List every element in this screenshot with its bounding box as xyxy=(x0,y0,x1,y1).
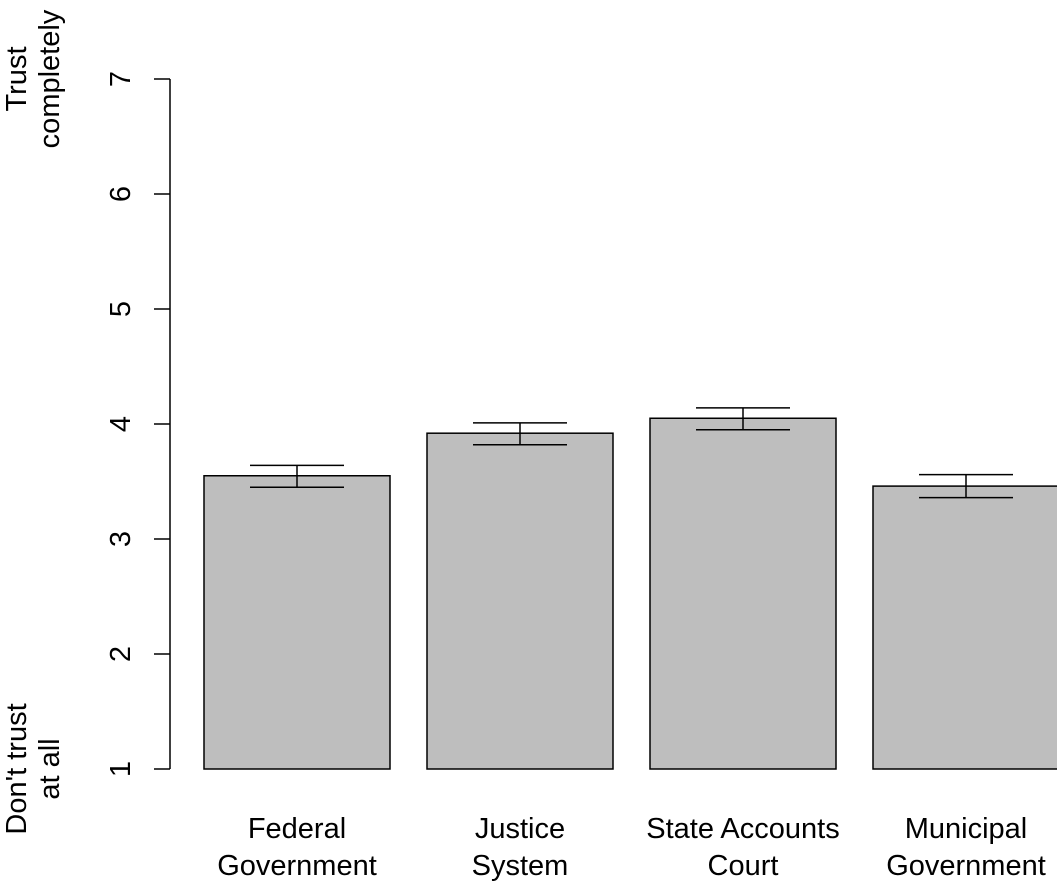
bar xyxy=(649,417,837,770)
y-axis: 1 2 3 4 5 6 7 xyxy=(105,71,171,777)
bar xyxy=(203,475,391,770)
x-category-label-line: Justice xyxy=(475,813,565,845)
y-tick-label: 7 xyxy=(105,71,137,87)
bars xyxy=(203,417,1057,770)
x-category-label-line: System xyxy=(472,850,569,882)
y-axis-label-bottom: Don't trust at all xyxy=(1,703,66,834)
bar xyxy=(872,485,1057,770)
y-axis-anchor-label-line: Don't trust xyxy=(1,703,33,834)
y-axis-label-top: Trust completely xyxy=(1,9,66,148)
y-tick-label: 3 xyxy=(105,531,137,547)
error-bars xyxy=(250,407,1013,499)
y-axis-anchor-label-line: at all xyxy=(34,738,66,799)
x-category-label-line: State Accounts xyxy=(646,813,839,845)
y-tick-label: 5 xyxy=(105,301,137,317)
x-category-label-line: Government xyxy=(886,850,1046,882)
x-category-label-line: Federal xyxy=(248,813,346,845)
y-tick-label: 6 xyxy=(105,186,137,202)
y-tick-label: 1 xyxy=(105,761,137,777)
y-axis-anchor-label-line: Trust xyxy=(1,47,33,112)
x-axis-labels: Federal Government Justice System State Acco… xyxy=(217,813,1046,882)
y-tick-label: 2 xyxy=(105,646,137,662)
x-category-label-line: Government xyxy=(217,850,377,882)
bar xyxy=(426,432,614,770)
y-axis-anchor-label-line: completely xyxy=(34,9,66,148)
x-category-label-line: Court xyxy=(708,850,779,882)
x-category-label-line: Municipal xyxy=(905,813,1028,845)
y-tick-label: 4 xyxy=(105,416,137,432)
